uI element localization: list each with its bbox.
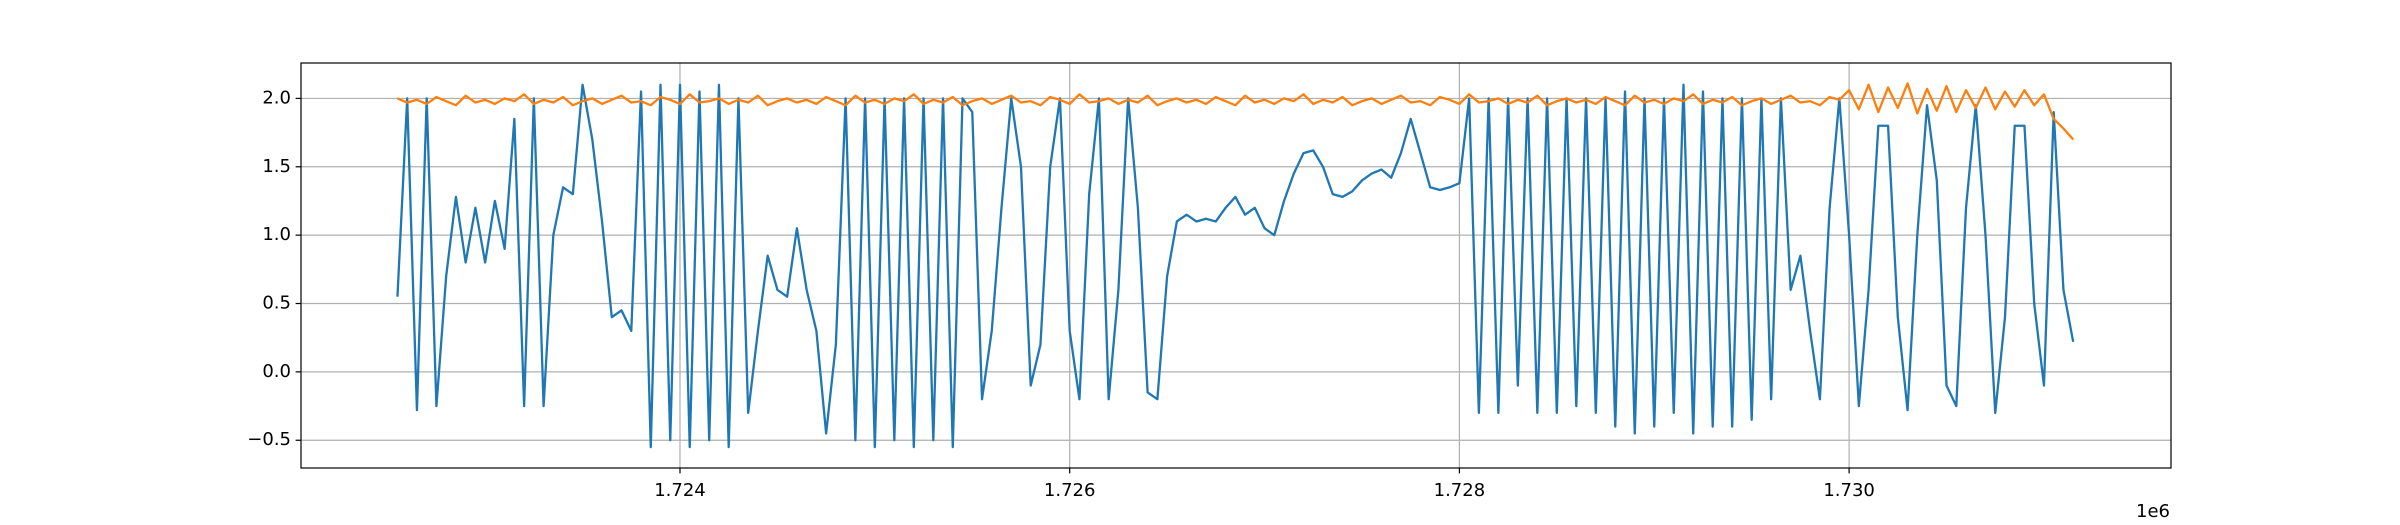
y-tick-label: 0.0 <box>262 361 291 382</box>
x-tick-label: 1.726 <box>1044 480 1096 501</box>
data-line <box>396 83 2075 449</box>
x-tick-label: 1.724 <box>654 480 706 501</box>
plot-frame <box>300 62 2172 469</box>
y-tick-label: 1.0 <box>262 224 291 245</box>
x-tick-label: 1.730 <box>1823 480 1875 501</box>
y-tick-label: 0.5 <box>262 293 291 314</box>
x-offset-label: 1e6 <box>2136 501 2170 522</box>
y-tick-label: 1.5 <box>262 156 291 177</box>
data-line <box>397 82 2075 141</box>
y-tick-label: 2.0 <box>262 87 291 108</box>
y-tick-label: −0.5 <box>247 429 291 450</box>
x-tick-label: 1.728 <box>1434 480 1486 501</box>
